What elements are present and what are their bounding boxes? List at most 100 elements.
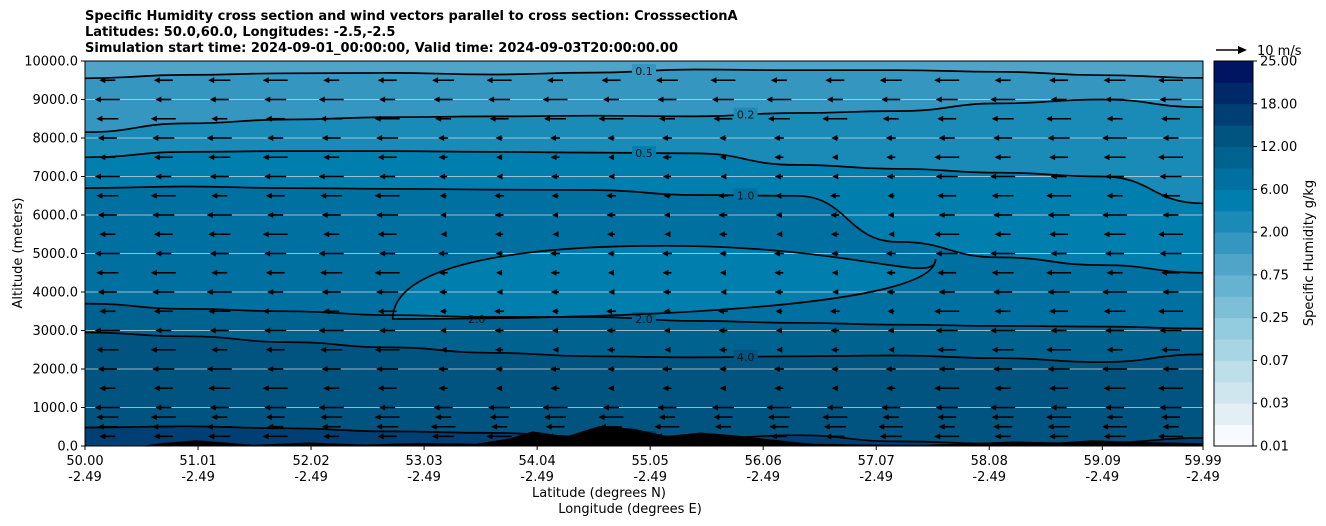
- wind-vector-head: [438, 135, 445, 141]
- wind-vector: [831, 250, 839, 257]
- wind-vector-head: [994, 77, 1001, 84]
- wind-vector: [1159, 173, 1182, 180]
- wind-vector-head: [439, 308, 446, 315]
- wind-vector: [321, 366, 341, 372]
- colorbar-band: [1214, 381, 1253, 404]
- wind-vector: [1159, 96, 1182, 103]
- wind-vector: [494, 327, 504, 334]
- wind-vector: [886, 154, 896, 161]
- wind-vector-head: [1159, 327, 1166, 334]
- wind-vector-head: [934, 433, 941, 440]
- wind-vector-head: [1161, 115, 1168, 122]
- wind-vector-head: [94, 96, 101, 103]
- wind-vector-head: [1050, 96, 1057, 103]
- wind-vector: [832, 289, 839, 295]
- contour-label-0.5: 0.5: [635, 147, 653, 160]
- wind-vector: [374, 414, 400, 421]
- wind-vector: [1158, 308, 1184, 315]
- wind-vector-head: [1158, 77, 1165, 84]
- wind-vector-head: [438, 154, 445, 161]
- wind-vector-head: [323, 154, 330, 161]
- wind-vector: [994, 231, 1011, 238]
- wind-vector: [374, 346, 400, 353]
- wind-vector: [96, 346, 119, 353]
- wind-vector-head: [1161, 346, 1168, 353]
- wind-vector: [663, 192, 671, 199]
- x-tick-label-lat: 53.03: [405, 454, 442, 469]
- wind-vector: [718, 231, 727, 238]
- wind-vector: [991, 192, 1014, 199]
- wind-vector-head: [1159, 250, 1166, 257]
- wind-vector-head: [99, 231, 106, 238]
- wind-vector: [662, 269, 672, 276]
- wind-vector: [155, 404, 172, 411]
- wind-vector: [934, 385, 960, 392]
- wind-vector-head: [774, 269, 781, 276]
- wind-vector-head: [542, 96, 549, 103]
- wind-vector: [153, 433, 173, 440]
- wind-vector-head: [826, 404, 833, 411]
- wind-vector-head: [714, 423, 721, 430]
- wind-vector: [1050, 96, 1067, 103]
- wind-vector-head: [937, 269, 944, 276]
- wind-vector: [934, 154, 960, 161]
- wind-vector: [488, 96, 511, 103]
- wind-vector: [1046, 192, 1072, 199]
- wind-vector: [264, 327, 287, 334]
- wind-vector-head: [264, 96, 271, 103]
- contour-lines: 0.10.20.51.02.04.08.02.0: [85, 64, 1203, 445]
- colorbar-band: [1214, 253, 1253, 276]
- wind-vector: [551, 308, 559, 315]
- wind-vector: [1161, 192, 1181, 199]
- wind-vector: [606, 327, 616, 334]
- wind-vector: [376, 289, 399, 295]
- wind-vector: [773, 250, 784, 257]
- wind-vector: [1162, 289, 1179, 295]
- wind-vector-head: [267, 423, 274, 430]
- wind-vector-head: [321, 212, 328, 218]
- x-tick-label-lat: 50.00: [66, 454, 103, 469]
- wind-vector: [96, 269, 119, 276]
- wind-vector-head: [776, 346, 783, 353]
- wind-vector: [607, 269, 614, 276]
- wind-vector-head: [155, 327, 162, 334]
- wind-vector-head: [495, 250, 502, 257]
- colorbar-band: [1214, 317, 1253, 340]
- colorbar-tick-label: 0.07: [1260, 354, 1289, 369]
- wind-vector: [488, 404, 511, 411]
- wind-vector-head: [937, 192, 944, 199]
- wind-vector-head: [495, 366, 502, 372]
- wind-vector: [993, 135, 1013, 141]
- wind-vector-head: [602, 96, 609, 103]
- wind-vector-head: [770, 433, 777, 440]
- wind-vector: [938, 423, 955, 430]
- wind-vector: [1047, 423, 1070, 430]
- wind-vector: [1106, 192, 1123, 199]
- wind-vector-head: [97, 423, 104, 430]
- wind-vector-head: [267, 212, 274, 218]
- wind-vector: [773, 366, 784, 372]
- wind-vector-head: [664, 346, 671, 353]
- wind-vector-head: [830, 212, 837, 218]
- wind-vector: [719, 250, 727, 257]
- wind-vector-head: [934, 231, 941, 238]
- chart-title: Specific Humidity cross section and wind…: [85, 9, 738, 56]
- wind-vector-head: [663, 192, 670, 199]
- wind-vector-head: [323, 77, 330, 84]
- wind-vector-head: [486, 433, 493, 440]
- wind-vector-head: [94, 327, 101, 334]
- wind-vector-head: [994, 433, 1001, 440]
- wind-vector-head: [993, 289, 1000, 295]
- wind-vector-head: [318, 96, 325, 103]
- wind-vector-head: [439, 173, 446, 180]
- wind-vector-head: [544, 414, 551, 421]
- wind-vector-head: [264, 173, 271, 180]
- wind-vector: [1162, 423, 1179, 430]
- wind-vector-head: [830, 346, 837, 353]
- wind-vector: [96, 414, 119, 421]
- wind-vector: [377, 308, 397, 315]
- wind-vector-head: [489, 414, 496, 421]
- wind-vector: [1047, 135, 1070, 141]
- wind-vector: [823, 423, 846, 430]
- wind-vector: [432, 77, 455, 84]
